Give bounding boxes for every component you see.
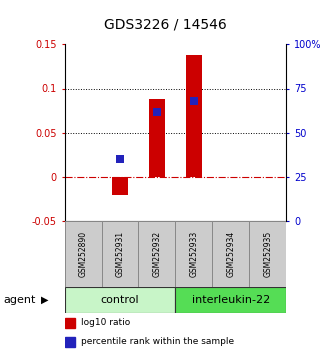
Point: [117, 156, 122, 162]
Text: log10 ratio: log10 ratio: [81, 318, 130, 327]
Text: GSM252933: GSM252933: [189, 231, 198, 277]
Text: ▶: ▶: [41, 295, 48, 305]
Bar: [149, 99, 165, 177]
Text: agent: agent: [3, 295, 36, 305]
Bar: [65, 337, 74, 347]
Bar: [65, 318, 74, 328]
Text: GDS3226 / 14546: GDS3226 / 14546: [104, 18, 227, 32]
Bar: [65, 287, 175, 313]
Text: GSM252932: GSM252932: [153, 231, 162, 277]
Bar: [175, 287, 286, 313]
Text: GSM252931: GSM252931: [116, 231, 124, 277]
Text: GSM252935: GSM252935: [263, 231, 272, 277]
Text: GSM252890: GSM252890: [78, 231, 87, 277]
Bar: [175, 221, 213, 287]
Text: GSM252934: GSM252934: [226, 231, 235, 277]
Bar: [138, 221, 175, 287]
Bar: [249, 221, 286, 287]
Bar: [213, 221, 249, 287]
Bar: [112, 177, 128, 195]
Text: percentile rank within the sample: percentile rank within the sample: [81, 337, 234, 346]
Bar: [186, 55, 202, 177]
Bar: [102, 221, 138, 287]
Point: [154, 109, 160, 114]
Point: [191, 98, 197, 104]
Text: control: control: [101, 295, 139, 305]
Bar: [65, 221, 102, 287]
Text: interleukin-22: interleukin-22: [192, 295, 270, 305]
